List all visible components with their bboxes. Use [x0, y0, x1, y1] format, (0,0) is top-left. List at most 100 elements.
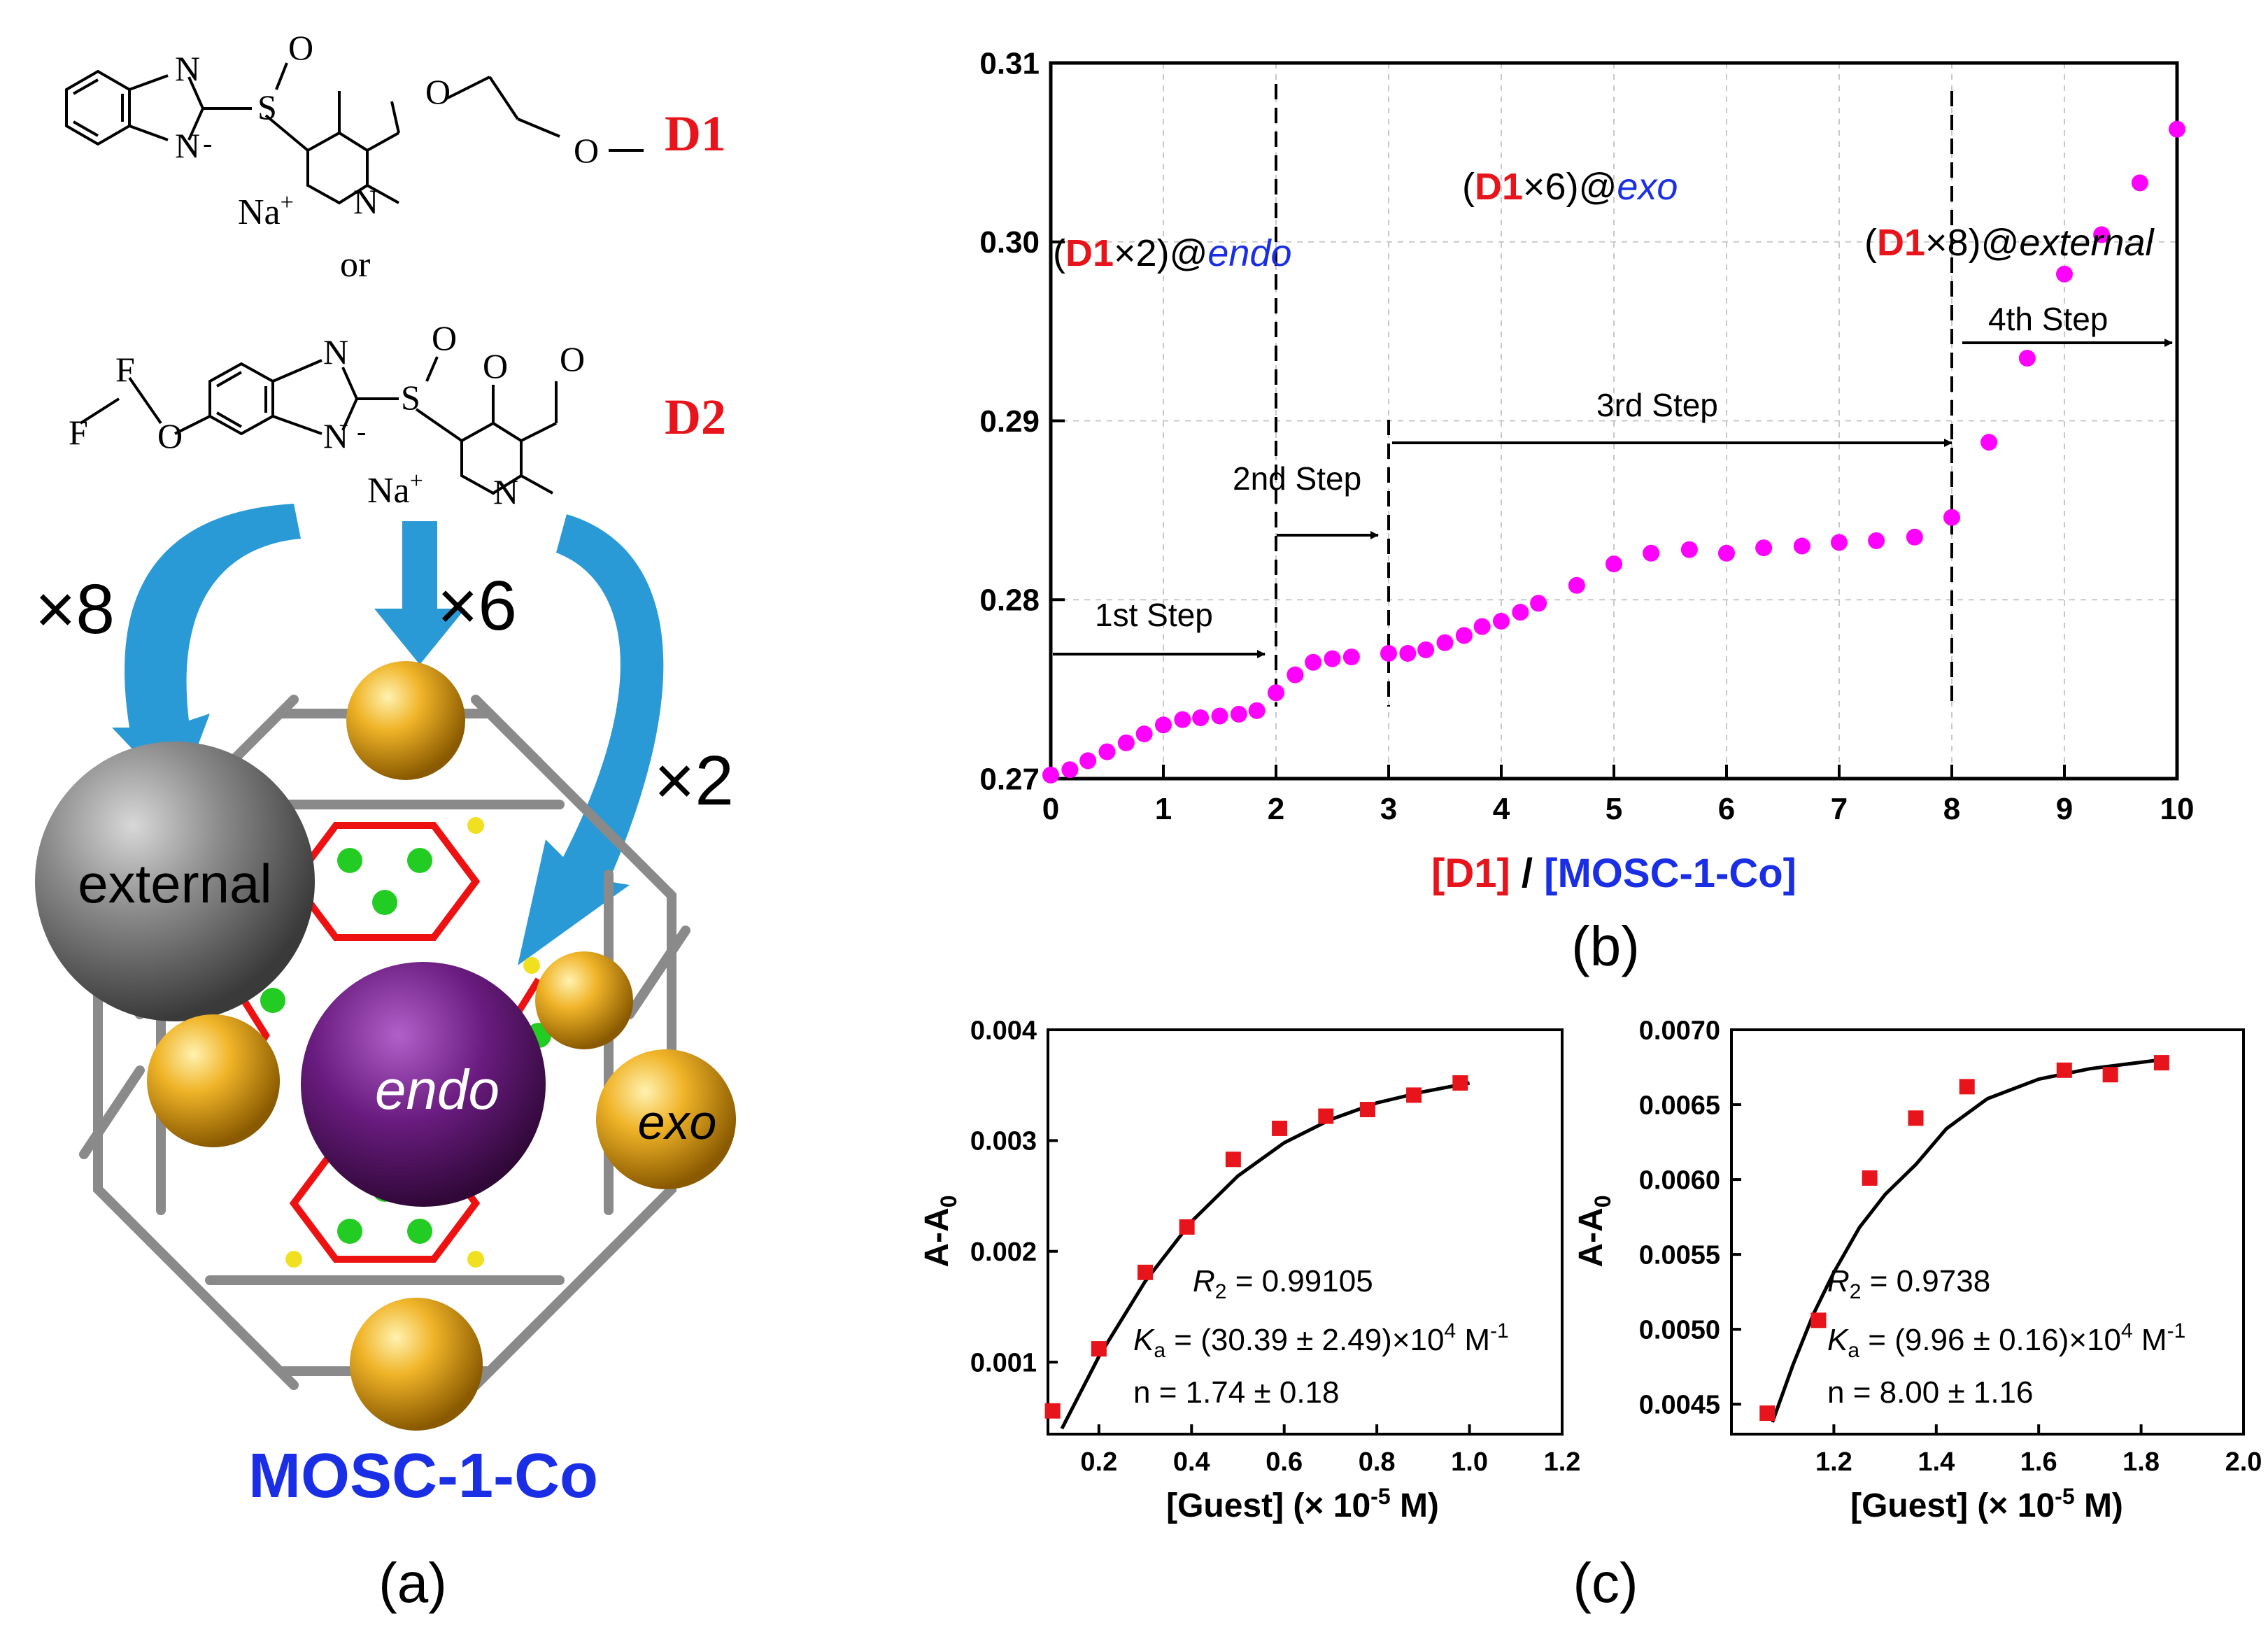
data-point	[1287, 666, 1304, 683]
atom-s: S	[257, 87, 277, 127]
y-tick-label: 0.27	[979, 762, 1040, 796]
step4-label: 4th Step	[1988, 301, 2108, 337]
y-tick-label: 0.29	[979, 404, 1040, 439]
chart-c1-r2: R2 = 0.99105	[1193, 1264, 1373, 1303]
counter-ion-d1: Na+	[238, 190, 294, 232]
x-tick-label: 1.6	[2020, 1447, 2057, 1477]
x-tick-label: 1.2	[1815, 1447, 1852, 1477]
data-point	[1179, 1219, 1195, 1235]
data-point	[1248, 702, 1266, 719]
atom-o: O	[157, 416, 183, 455]
data-point	[1862, 1170, 1878, 1186]
data-point	[1643, 544, 1660, 562]
data-point	[1324, 650, 1341, 667]
chart-c1-ka: Ka = (30.39 ± 2.49)×104 M-1	[1133, 1319, 1509, 1362]
data-point	[1831, 534, 1848, 551]
data-point	[1943, 509, 1960, 526]
data-point	[1473, 618, 1491, 635]
data-point	[2018, 349, 2036, 367]
data-point	[1680, 541, 1698, 558]
chart-c1-fit	[1060, 1081, 1470, 1430]
arrow-endo	[518, 514, 664, 965]
arrow-external	[112, 504, 301, 798]
binding-arrows	[112, 504, 664, 965]
atom-n: N	[175, 49, 200, 88]
data-point	[1406, 1087, 1422, 1103]
external-sphere	[35, 742, 315, 1021]
data-point	[1044, 1403, 1061, 1419]
annotation-external: (D1×8)@external	[1864, 222, 2155, 264]
atom-n: N	[353, 182, 378, 221]
x-tick-label: 8	[1943, 792, 1960, 826]
y-tick-label: 0.003	[970, 1127, 1037, 1156]
panel-a: N N S O O O N - Na+ D1 or F	[35, 28, 736, 1614]
exo-sphere-upper-right	[535, 951, 633, 1049]
fit-curve	[1060, 1081, 1470, 1430]
chart-c2-xlabel: [Guest] (× 10-5 M)	[1850, 1484, 2123, 1524]
data-point	[1493, 612, 1510, 630]
data-point	[1906, 528, 1923, 546]
atom-o: O	[483, 346, 508, 385]
data-point	[1342, 649, 1360, 666]
atom-f: F	[69, 413, 88, 452]
data-point	[1174, 711, 1191, 728]
x-tick-label: 0.8	[1359, 1447, 1396, 1477]
data-point	[1117, 734, 1135, 751]
data-point	[1135, 725, 1153, 743]
y-tick-label: 0.0050	[1639, 1315, 1720, 1345]
x-tick-label: 2	[1268, 792, 1284, 826]
step2-label: 2nd Step	[1233, 460, 1361, 497]
d2-atom-labels: F F O N N S O O O N -	[69, 318, 585, 511]
chart-c1-n: n = 1.74 ± 0.18	[1133, 1375, 1340, 1410]
data-point	[1455, 627, 1473, 644]
chart-c2-fit	[1771, 1058, 2162, 1423]
x-tick-label: 1.0	[1451, 1447, 1488, 1477]
minus-sign: -	[357, 416, 366, 447]
chart-c1-ylabel: A-A0	[919, 1195, 961, 1267]
data-point	[1436, 634, 1454, 651]
y-tick-label: 0.28	[979, 583, 1040, 618]
data-point	[1225, 1152, 1241, 1168]
data-point	[1868, 532, 1885, 549]
data-point	[2093, 226, 2111, 243]
atom-o: O	[425, 72, 451, 111]
annotation-exo: (D1×6)@exo	[1462, 166, 1678, 208]
site-endo-label: endo	[375, 1058, 499, 1121]
data-point	[1399, 644, 1417, 662]
x-tick-label: 0	[1042, 792, 1059, 826]
data-point	[1568, 576, 1585, 594]
x-tick-label: 0.6	[1266, 1447, 1303, 1477]
data-point	[1606, 555, 1622, 573]
data-point	[2056, 1062, 2072, 1078]
d1-structure	[65, 62, 644, 205]
chart-c2-ka: Ka = (9.96 ± 0.16)×104 M-1	[1827, 1319, 2185, 1362]
atom-f: F	[115, 350, 135, 389]
binding-sites	[35, 661, 736, 1431]
site-external-label: external	[78, 853, 272, 914]
panel-a-label: (a)	[378, 1552, 447, 1614]
x-tick-label: 6	[1718, 792, 1735, 826]
x-tick-label: 1.2	[1544, 1447, 1581, 1477]
chart-c2-frame	[1730, 1028, 2245, 1436]
data-point	[2131, 174, 2148, 192]
atom-s: S	[401, 378, 420, 417]
x-tick-label: 4	[1493, 792, 1510, 826]
annotation-endo: (D1×2)@endo	[1053, 232, 1292, 274]
drug-label-d2: D2	[665, 389, 726, 445]
chart-c1-xlabel: [Guest] (× 10-5 M)	[1166, 1484, 1439, 1524]
data-point	[1759, 1405, 1776, 1422]
data-point	[1810, 1312, 1827, 1328]
y-tick-label: 0.002	[970, 1238, 1037, 1267]
chart-c1-points	[1044, 1075, 1468, 1419]
data-point	[1718, 544, 1735, 562]
chart-b-points	[1042, 120, 2185, 784]
count-endo: ×2	[654, 742, 734, 820]
data-point	[1230, 705, 1247, 723]
exo-sphere-right	[596, 1049, 736, 1189]
step3-label: 3rd Step	[1596, 387, 1718, 423]
y-tick-label: 0.0045	[1639, 1390, 1720, 1419]
data-point	[1530, 595, 1547, 612]
x-tick-label: 10	[2160, 792, 2195, 826]
data-point	[1755, 539, 1773, 557]
atom-o: O	[288, 28, 313, 67]
